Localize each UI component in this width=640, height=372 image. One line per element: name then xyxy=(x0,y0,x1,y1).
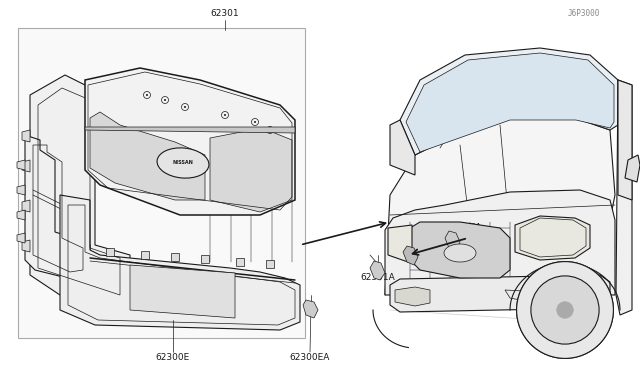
Polygon shape xyxy=(400,48,618,155)
Polygon shape xyxy=(390,275,610,312)
Polygon shape xyxy=(616,80,632,315)
Circle shape xyxy=(254,121,256,123)
Polygon shape xyxy=(22,130,30,142)
Polygon shape xyxy=(17,160,25,170)
Polygon shape xyxy=(90,112,205,200)
Circle shape xyxy=(269,129,271,131)
Text: 62300E: 62300E xyxy=(156,353,190,362)
Polygon shape xyxy=(410,222,510,278)
Text: J6P3000: J6P3000 xyxy=(568,10,600,19)
Circle shape xyxy=(224,114,226,116)
Polygon shape xyxy=(515,216,590,260)
Text: NISSAN: NISSAN xyxy=(173,160,193,164)
Polygon shape xyxy=(22,160,30,172)
Polygon shape xyxy=(236,257,244,266)
Polygon shape xyxy=(385,118,615,295)
Polygon shape xyxy=(141,251,149,259)
Circle shape xyxy=(184,106,186,108)
Circle shape xyxy=(516,262,613,358)
Polygon shape xyxy=(625,155,640,182)
Polygon shape xyxy=(17,233,25,243)
Circle shape xyxy=(557,302,573,318)
Polygon shape xyxy=(130,265,235,318)
Polygon shape xyxy=(390,120,415,175)
Polygon shape xyxy=(210,128,292,212)
Polygon shape xyxy=(266,260,274,267)
Polygon shape xyxy=(618,80,632,200)
Polygon shape xyxy=(445,231,460,250)
Text: 62300EA: 62300EA xyxy=(290,353,330,362)
Polygon shape xyxy=(370,261,385,280)
Polygon shape xyxy=(201,255,209,263)
Polygon shape xyxy=(18,28,305,338)
Polygon shape xyxy=(395,287,430,306)
Text: 62301A: 62301A xyxy=(360,273,396,282)
Polygon shape xyxy=(106,248,114,256)
Polygon shape xyxy=(403,246,418,265)
Polygon shape xyxy=(30,75,130,305)
Circle shape xyxy=(531,276,599,344)
Ellipse shape xyxy=(157,148,209,178)
Polygon shape xyxy=(17,185,25,195)
Polygon shape xyxy=(406,53,614,152)
Ellipse shape xyxy=(444,244,476,262)
Circle shape xyxy=(164,99,166,101)
Polygon shape xyxy=(171,253,179,261)
Circle shape xyxy=(146,94,148,96)
Polygon shape xyxy=(303,300,318,318)
Polygon shape xyxy=(385,190,615,295)
Circle shape xyxy=(516,262,613,358)
Polygon shape xyxy=(60,195,300,330)
Polygon shape xyxy=(17,210,25,220)
Polygon shape xyxy=(388,225,412,262)
Polygon shape xyxy=(22,200,30,212)
Polygon shape xyxy=(85,68,295,215)
Polygon shape xyxy=(22,240,30,252)
Polygon shape xyxy=(25,135,90,280)
Text: 62301: 62301 xyxy=(211,10,239,19)
Text: 62300EA: 62300EA xyxy=(442,224,482,232)
Polygon shape xyxy=(85,127,295,133)
